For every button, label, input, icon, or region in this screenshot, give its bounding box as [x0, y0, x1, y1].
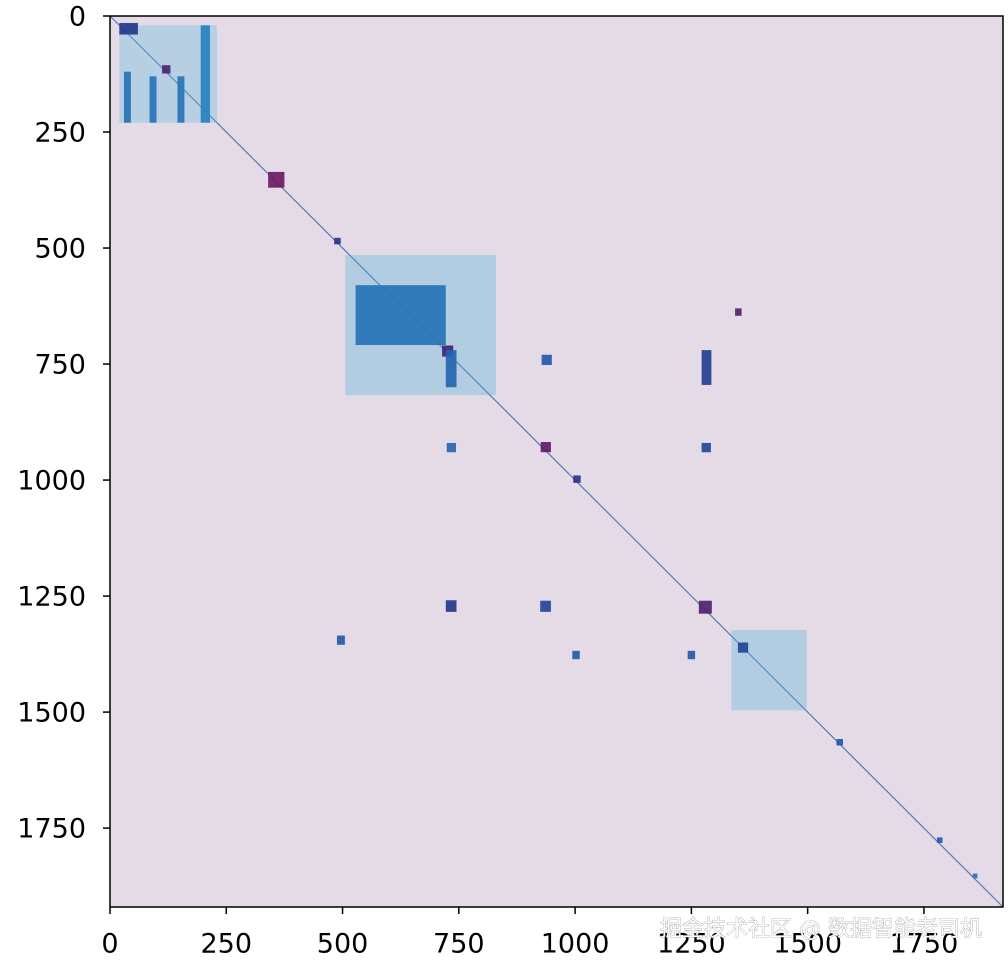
plot-frame: [109, 15, 1004, 908]
x-tick-label: 250: [201, 929, 253, 960]
matrix-block: [972, 873, 978, 879]
x-tick-label: 1750: [890, 929, 959, 960]
matrix-block: [687, 650, 696, 660]
matrix-block: [268, 171, 285, 188]
matrix-block: [701, 442, 711, 453]
y-tick-label: 0: [69, 2, 86, 33]
x-tick-label: 0: [101, 929, 118, 960]
y-tick-label: 1750: [17, 814, 86, 845]
matrix-block: [336, 635, 345, 645]
matrix-block: [936, 837, 943, 843]
matrix-block: [177, 76, 185, 123]
matrix-block: [737, 642, 749, 653]
x-tick-label: 500: [317, 929, 369, 960]
matrix-block: [836, 739, 844, 746]
x-tick-label: 1250: [657, 929, 726, 960]
x-tick-label: 1500: [773, 929, 842, 960]
watermark: 掘金技术社区 @ 数据智能老司机: [660, 917, 982, 942]
matrix-block: [123, 71, 131, 123]
matrix-block: [355, 285, 446, 346]
matrix-block: [731, 629, 807, 711]
matrix-block: [572, 650, 580, 660]
y-tick-label: 250: [34, 118, 86, 149]
matrix-block: [200, 25, 210, 123]
matrix-block: [446, 442, 457, 453]
matrix-block: [540, 600, 551, 612]
x-tick-label: 1000: [541, 929, 610, 960]
diagonal: [109, 15, 1004, 908]
matrix-block: [541, 354, 552, 365]
matrix-block: [162, 65, 171, 74]
x-tick-label: 750: [433, 929, 485, 960]
matrix-block: [445, 600, 457, 612]
matrix-block: [573, 475, 581, 483]
matrix-block: [119, 22, 138, 35]
y-tick-label: 1250: [17, 582, 86, 613]
y-tick-label: 750: [34, 350, 86, 381]
matrix-block: [698, 600, 712, 614]
y-tick-label: 1000: [17, 466, 86, 497]
matrix-block: [445, 350, 457, 388]
matrix-block: [540, 442, 551, 453]
matrix-block: [334, 237, 341, 245]
y-tick-label: 500: [34, 234, 86, 265]
matrix-block: [735, 308, 742, 316]
y-tick-label: 1500: [17, 698, 86, 729]
matrix-block: [701, 350, 712, 385]
matrix-block: [149, 76, 157, 123]
